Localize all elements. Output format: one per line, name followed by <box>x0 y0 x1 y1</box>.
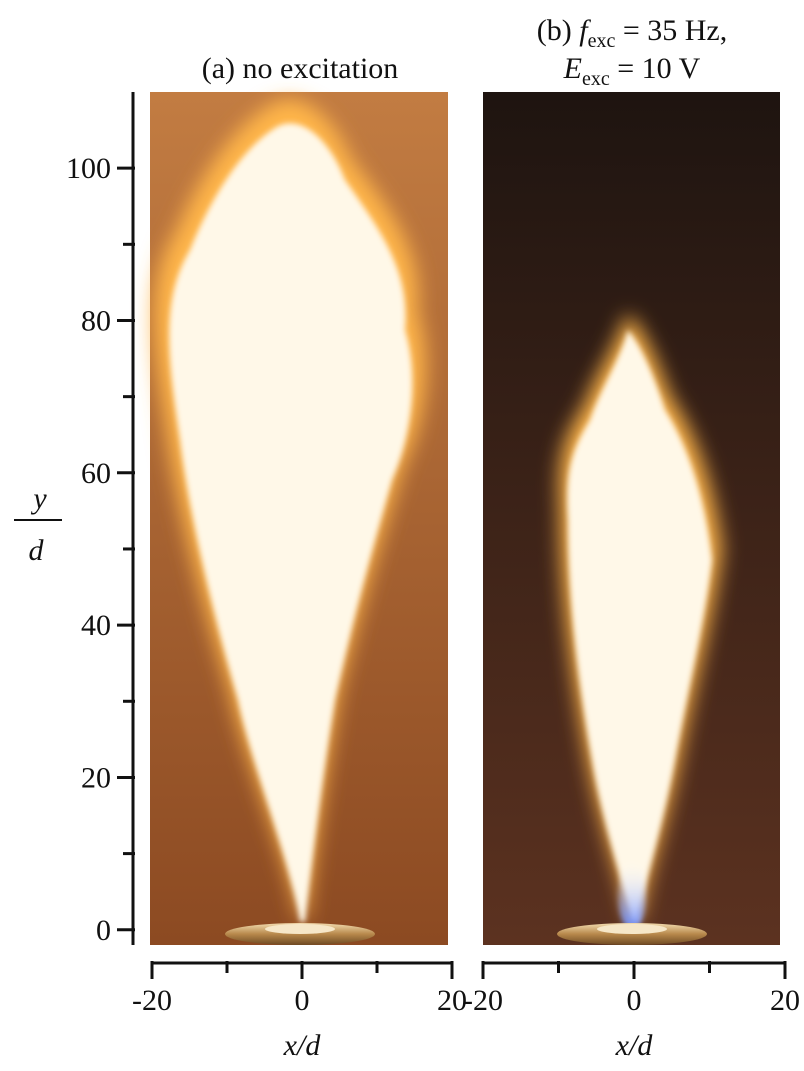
y-tick-label: 0 <box>96 914 111 947</box>
x-tick-label: 0 <box>627 984 642 1017</box>
x-axis-label: x/d <box>615 1029 654 1062</box>
title-run: E <box>563 52 582 85</box>
x-tick-label: -20 <box>463 984 503 1017</box>
y-tick-label: 60 <box>81 457 111 490</box>
title-run: exc <box>582 68 610 90</box>
y-tick-label: 80 <box>81 304 111 337</box>
panel-title: Eexc = 10 V <box>563 52 701 90</box>
title-run: (b) <box>537 14 579 47</box>
x-tick-label: 0 <box>295 984 310 1017</box>
y-tick-label: 20 <box>81 761 111 794</box>
y-tick-label: 100 <box>66 152 111 185</box>
x-tick-label: -20 <box>132 984 172 1017</box>
title-run: = 35 Hz, <box>615 14 727 47</box>
x-axis-label: x/d <box>283 1029 322 1062</box>
burner-top <box>597 924 667 934</box>
y-tick-label: 40 <box>81 609 111 642</box>
title-run: exc <box>588 30 616 52</box>
panel-title: (a) no excitation <box>202 52 399 85</box>
flame-blue <box>618 860 646 930</box>
title-run: (a) no excitation <box>202 52 399 85</box>
y-label-den: d <box>29 534 45 567</box>
figure: (a) no excitation -20 0 20 x/d 0 20 40 60 80 100 yd… <box>0 0 804 1071</box>
y-label-num: y <box>30 482 47 515</box>
x-tick-label: 20 <box>770 984 800 1017</box>
title-run: = 10 V <box>610 52 701 85</box>
burner-top <box>265 924 335 934</box>
panel-title: (b) fexc = 35 Hz, <box>537 14 728 52</box>
